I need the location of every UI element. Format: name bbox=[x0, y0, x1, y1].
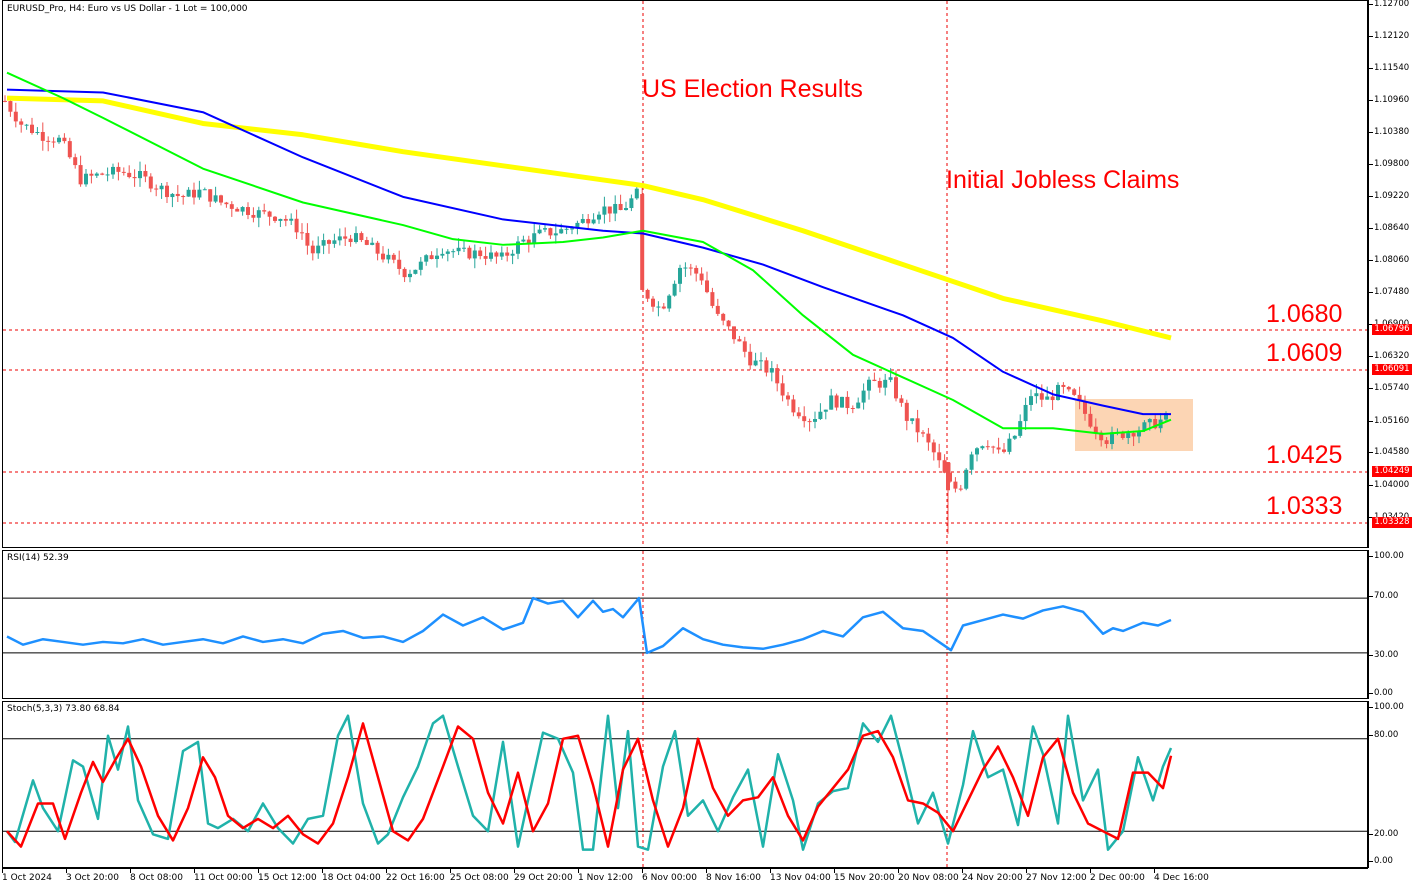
stochastic-label: Stoch(5,3,3) 73.80 68.84 bbox=[7, 704, 120, 714]
time-label: 25 Oct 08:00 bbox=[450, 873, 509, 883]
time-label: 1 Oct 2024 bbox=[2, 873, 52, 883]
time-label: 18 Oct 04:00 bbox=[322, 873, 381, 883]
time-tick bbox=[642, 868, 643, 873]
time-tick bbox=[706, 868, 707, 873]
annotation-us-election-results: US Election Results bbox=[642, 75, 863, 103]
time-label: 27 Nov 12:00 bbox=[1026, 873, 1087, 883]
price-axis-line bbox=[1368, 0, 1369, 548]
level-label-1-0680: 1.0680 bbox=[1266, 300, 1343, 328]
time-tick bbox=[962, 868, 963, 873]
time-axis-line bbox=[2, 868, 1368, 869]
time-tick bbox=[2, 868, 3, 873]
time-label: 24 Nov 20:00 bbox=[962, 873, 1023, 883]
time-tick bbox=[514, 868, 515, 873]
time-label: 15 Oct 12:00 bbox=[258, 873, 317, 883]
time-label: 15 Nov 20:00 bbox=[834, 873, 895, 883]
price-badge: 1.04249 bbox=[1372, 466, 1412, 477]
rsi-indicator-pane[interactable]: RSI(14) 52.39 bbox=[2, 550, 1368, 699]
time-tick bbox=[194, 868, 195, 873]
time-label: 8 Nov 16:00 bbox=[706, 873, 761, 883]
annotation-initial-jobless-claims: Initial Jobless Claims bbox=[946, 166, 1180, 194]
stoch-axis-line bbox=[1368, 701, 1369, 868]
time-label: 8 Oct 08:00 bbox=[130, 873, 183, 883]
price-chart-canvas[interactable] bbox=[3, 1, 1368, 548]
time-tick bbox=[258, 868, 259, 873]
time-tick bbox=[130, 868, 131, 873]
time-tick bbox=[1090, 868, 1091, 873]
rsi-label: RSI(14) 52.39 bbox=[7, 553, 69, 563]
time-label: 11 Oct 00:00 bbox=[194, 873, 253, 883]
time-tick bbox=[450, 868, 451, 873]
time-label: 3 Oct 20:00 bbox=[66, 873, 119, 883]
time-label: 2 Dec 00:00 bbox=[1090, 873, 1145, 883]
price-badge: 1.06091 bbox=[1372, 364, 1412, 375]
time-label: 20 Nov 08:00 bbox=[898, 873, 959, 883]
price-badge: 1.03328 bbox=[1372, 517, 1412, 528]
time-tick bbox=[386, 868, 387, 873]
rsi-canvas bbox=[3, 551, 1367, 698]
time-tick bbox=[66, 868, 67, 873]
time-tick bbox=[578, 868, 579, 873]
level-label-1-0425: 1.0425 bbox=[1266, 441, 1343, 469]
time-label: 1 Nov 12:00 bbox=[578, 873, 633, 883]
price-badge: 1.06796 bbox=[1372, 324, 1412, 335]
time-label: 6 Nov 00:00 bbox=[642, 873, 697, 883]
chart-title: EURUSD_Pro, H4: Euro vs US Dollar - 1 Lo… bbox=[7, 4, 248, 14]
time-axis[interactable]: 1 Oct 2024 3 Oct 20:00 8 Oct 08:00 11 Oct 0… bbox=[2, 868, 1368, 888]
stochastic-indicator-pane[interactable]: Stoch(5,3,3) 73.80 68.84 bbox=[2, 701, 1368, 868]
time-label: 22 Oct 16:00 bbox=[386, 873, 445, 883]
time-label: 4 Dec 16:00 bbox=[1154, 873, 1209, 883]
time-tick bbox=[1154, 868, 1155, 873]
level-label-1-0333: 1.0333 bbox=[1266, 492, 1343, 520]
level-label-1-0609: 1.0609 bbox=[1266, 339, 1343, 367]
time-tick bbox=[322, 868, 323, 873]
time-label: 13 Nov 04:00 bbox=[770, 873, 831, 883]
time-tick bbox=[770, 868, 771, 873]
time-tick bbox=[898, 868, 899, 873]
rsi-axis-line bbox=[1368, 550, 1369, 699]
time-label: 29 Oct 20:00 bbox=[514, 873, 573, 883]
time-tick bbox=[834, 868, 835, 873]
price-chart-pane[interactable]: EURUSD_Pro, H4: Euro vs US Dollar - 1 Lo… bbox=[2, 0, 1368, 548]
stochastic-canvas bbox=[3, 702, 1367, 867]
time-tick bbox=[1026, 868, 1027, 873]
